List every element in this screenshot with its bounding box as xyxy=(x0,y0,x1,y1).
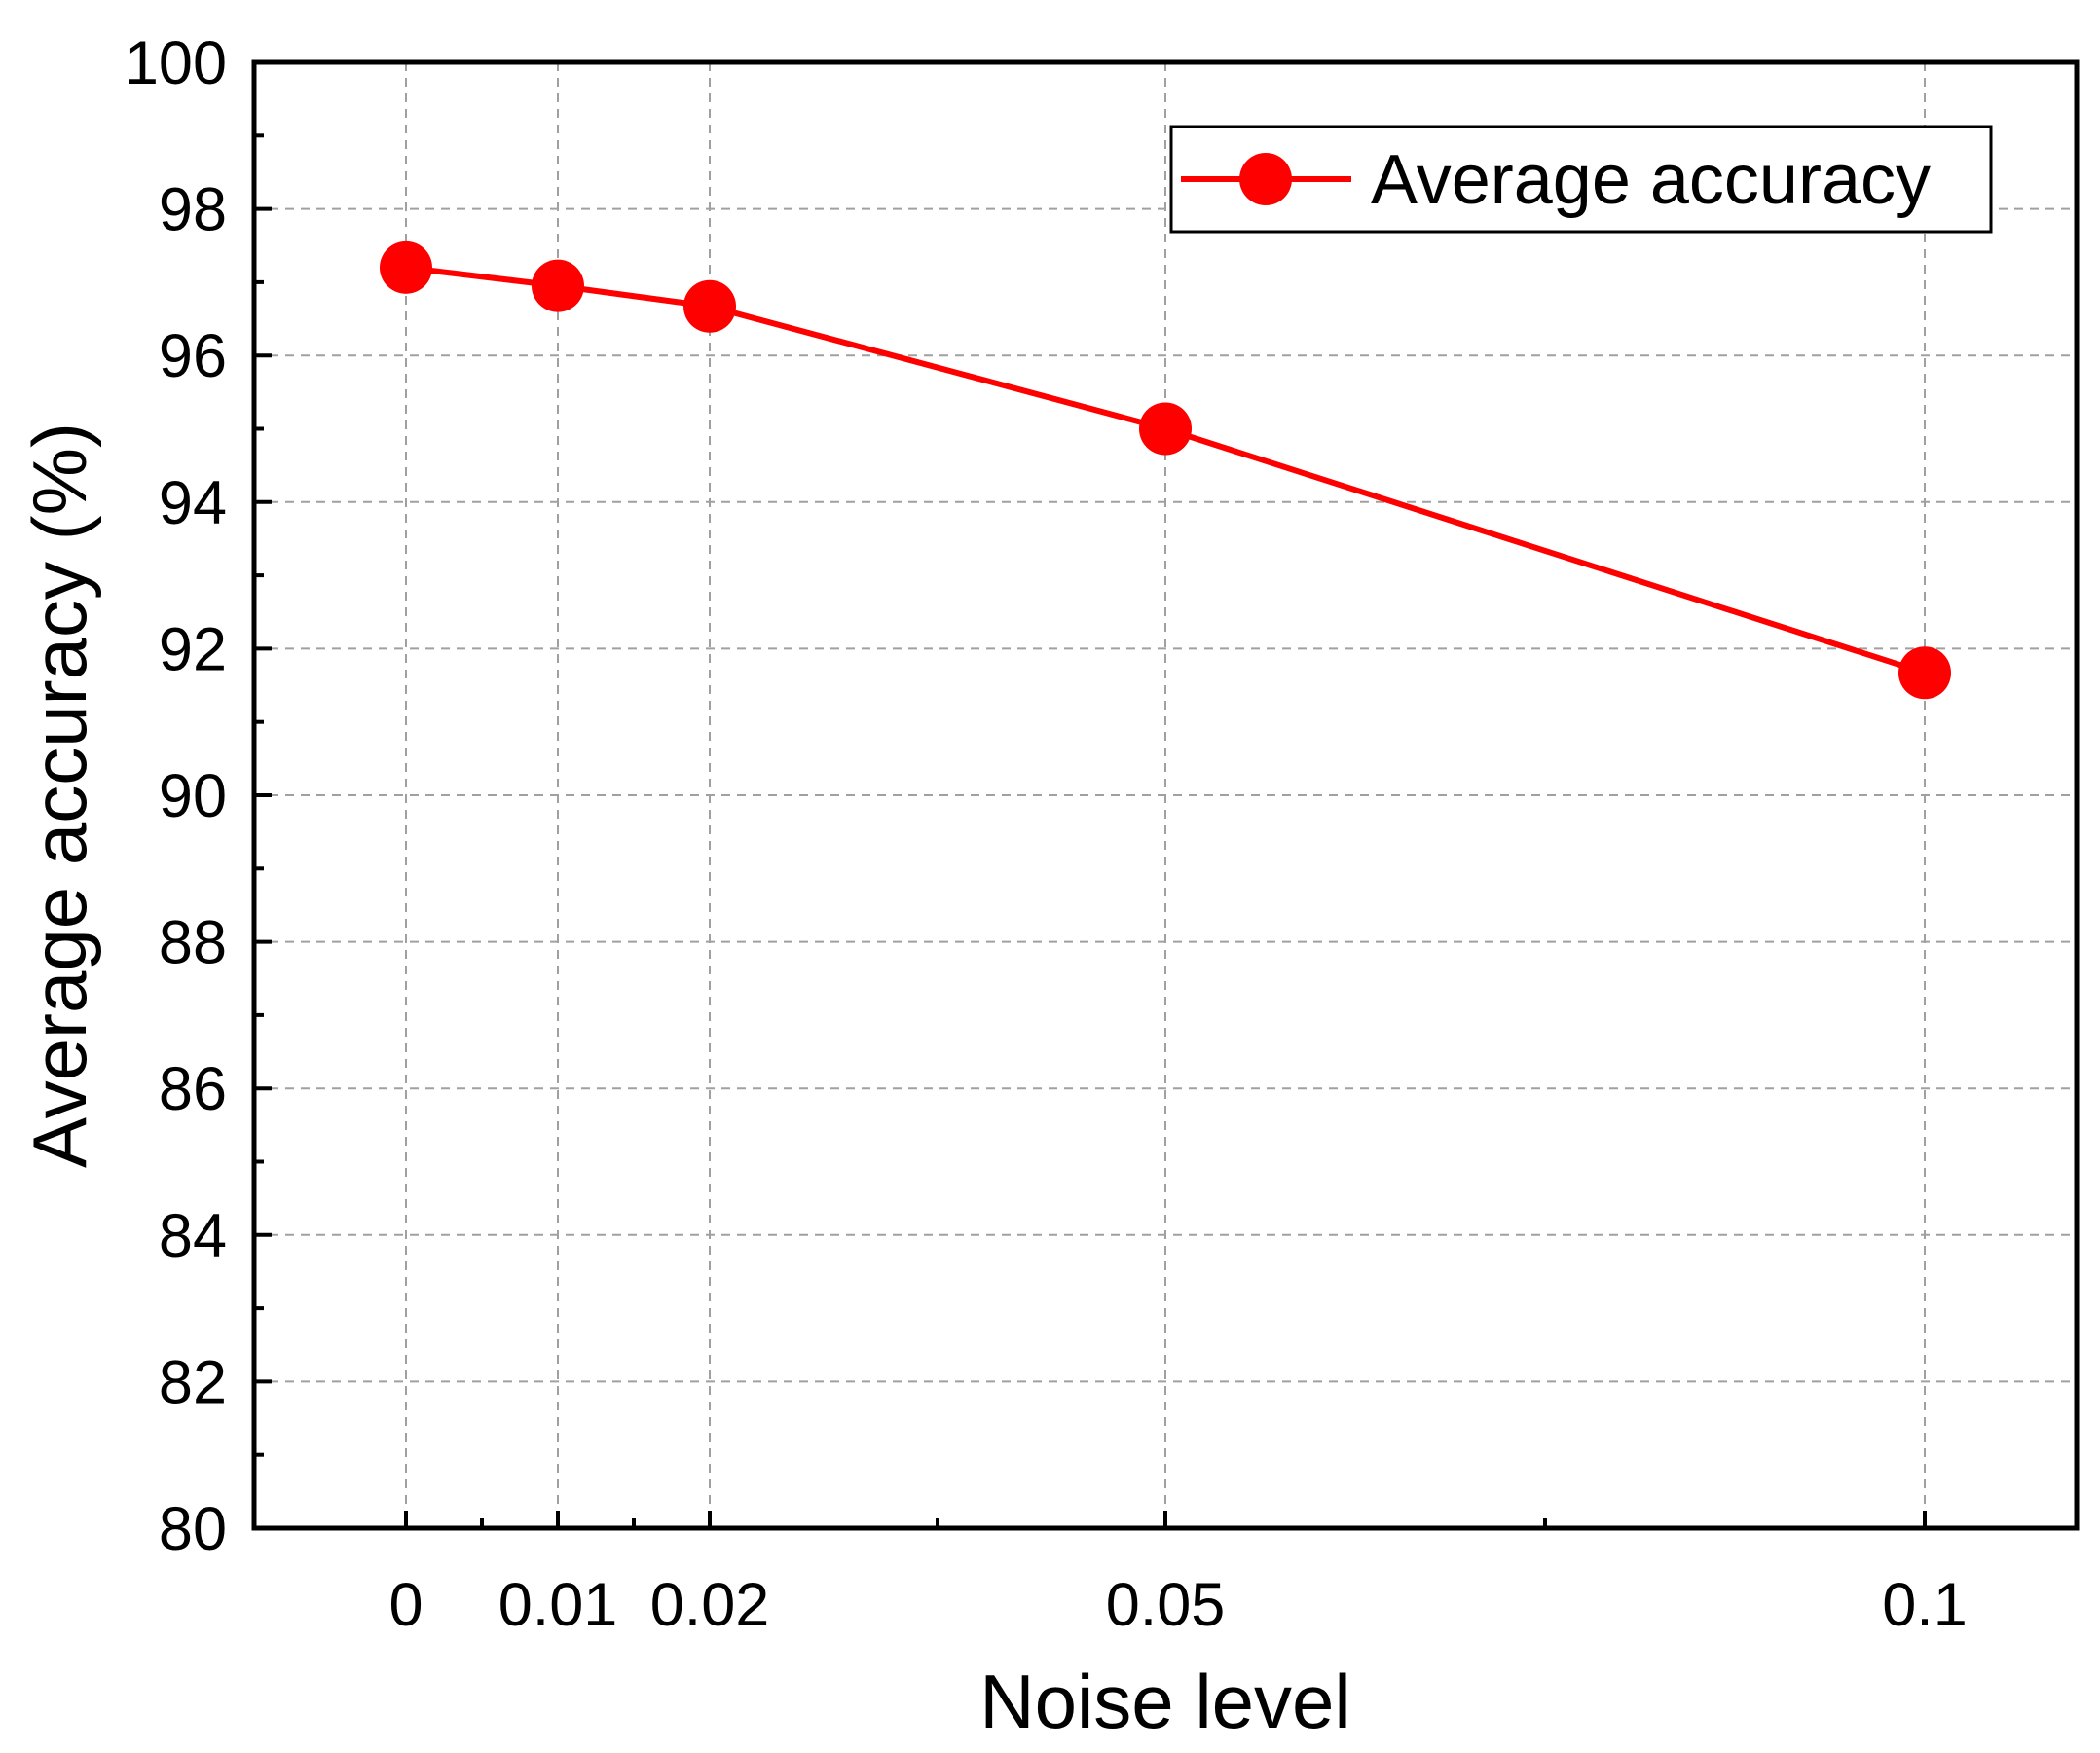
data-point xyxy=(532,259,584,312)
y-tick-label: 86 xyxy=(159,1055,227,1123)
data-point xyxy=(380,240,432,294)
data-point xyxy=(683,279,736,333)
x-tick-label: 0.02 xyxy=(650,1571,770,1639)
legend-marker-sample xyxy=(1239,153,1292,205)
x-axis-title: Noise level xyxy=(979,1659,1351,1744)
x-tick-label: 0 xyxy=(388,1571,423,1639)
y-tick-label: 80 xyxy=(159,1495,227,1563)
x-tick-label: 0.1 xyxy=(1882,1571,1968,1639)
y-tick-label: 88 xyxy=(159,909,227,977)
legend-label: Average accuracy xyxy=(1371,141,1931,219)
data-point xyxy=(1139,402,1192,456)
y-axis-title: Average accuracy (%) xyxy=(17,422,102,1168)
y-tick-label: 100 xyxy=(125,29,227,97)
y-tick-label: 84 xyxy=(159,1202,227,1270)
legend: Average accuracy xyxy=(1169,125,1993,234)
y-tick-label: 90 xyxy=(159,762,227,830)
grid-lines xyxy=(254,62,2077,1528)
data-point xyxy=(1898,646,1951,700)
axis-ticks xyxy=(254,60,1927,1530)
tick-labels: 80 82 84 86 88 90 92 94 96 98 100 0 0.01 0.02 0.05 0.1 xyxy=(125,29,1968,1639)
data-markers xyxy=(380,240,1951,700)
x-tick-label: 0.05 xyxy=(1106,1571,1226,1639)
y-tick-label: 94 xyxy=(159,469,227,537)
y-tick-label: 98 xyxy=(159,176,227,244)
y-tick-label: 82 xyxy=(159,1348,227,1416)
y-tick-label: 92 xyxy=(159,615,227,683)
x-tick-label: 0.01 xyxy=(498,1571,618,1639)
y-tick-label: 96 xyxy=(159,322,227,390)
